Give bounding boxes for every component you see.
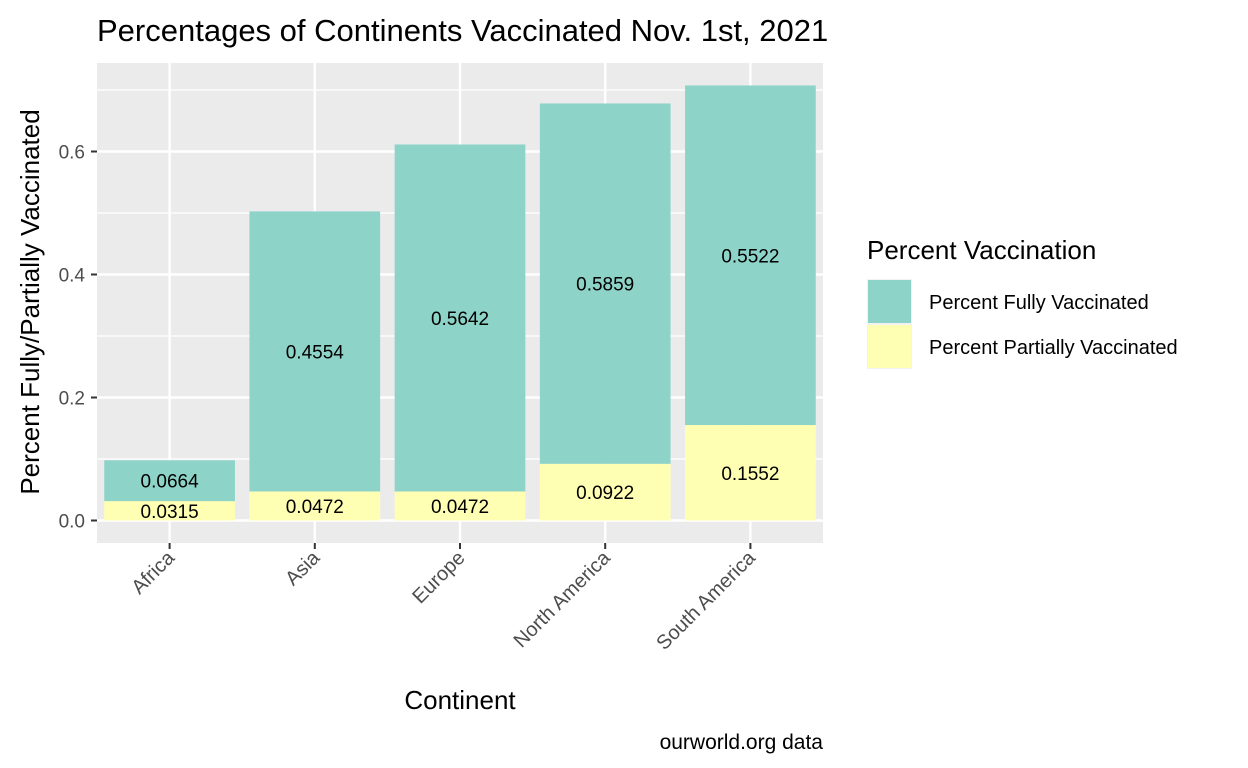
y-tick-label: 0.4 xyxy=(59,266,86,287)
data-label: 0.0472 xyxy=(286,497,344,518)
y-tick-label: 0.6 xyxy=(59,143,85,164)
x-axis: Africa Asia Europe North America South Ameri… xyxy=(127,543,761,655)
data-label: 0.0472 xyxy=(431,497,489,518)
data-label: 0.0664 xyxy=(141,472,200,493)
data-label: 0.5642 xyxy=(431,309,489,330)
bar-segment xyxy=(394,491,526,521)
x-tick-label: South America xyxy=(652,546,760,654)
bar-segment xyxy=(104,460,235,502)
data-label: 0.4554 xyxy=(286,342,345,363)
x-axis-title: Continent xyxy=(404,685,516,715)
legend-label: Percent Partially Vaccinated xyxy=(929,337,1178,359)
bar-segment xyxy=(539,103,671,464)
bar-labels: 0.0315 0.0472 0.0472 0.0922 0.1552 0.0664 0.45… xyxy=(141,246,780,523)
bar-segment xyxy=(249,491,381,521)
y-axis-title: Percent Fully/Partially Vaccinated xyxy=(15,109,45,494)
legend-title: Percent Vaccination xyxy=(867,235,1096,265)
y-tick-label: 0.0 xyxy=(59,512,85,533)
bar-segment xyxy=(539,463,671,521)
legend-swatch xyxy=(868,325,911,368)
data-label: 0.0922 xyxy=(576,483,634,504)
x-tick-label: Europe xyxy=(408,547,469,608)
bar-segment xyxy=(685,85,816,426)
data-label: 0.1552 xyxy=(721,464,779,485)
bar-segment xyxy=(394,144,526,492)
caption: ourworld.org data xyxy=(660,731,824,754)
legend: Percent Fully Vaccinated Percent Partiall… xyxy=(867,279,1178,369)
data-label: 0.5859 xyxy=(576,275,634,296)
x-tick-label: Asia xyxy=(281,546,325,590)
bar-segment xyxy=(249,211,381,492)
data-label: 0.5522 xyxy=(721,246,779,267)
chart-title: Percentages of Continents Vaccinated Nov… xyxy=(97,13,828,48)
x-tick-label: North America xyxy=(510,546,616,652)
data-label: 0.0315 xyxy=(141,502,199,523)
bar-segment xyxy=(104,501,235,521)
legend-swatch xyxy=(868,280,911,323)
y-tick-label: 0.2 xyxy=(59,389,85,410)
bar-segment xyxy=(685,425,816,521)
x-tick-label: Africa xyxy=(127,546,179,598)
y-axis: 0.0 0.2 0.4 0.6 xyxy=(59,143,97,533)
legend-label: Percent Fully Vaccinated xyxy=(929,292,1149,314)
bars xyxy=(104,85,816,521)
